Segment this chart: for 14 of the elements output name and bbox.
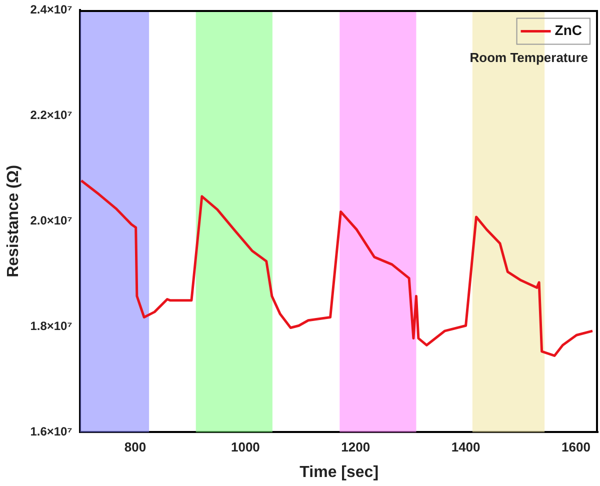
y-tick-label: 2.4×10⁷ bbox=[30, 2, 72, 17]
x-tick-label: 800 bbox=[124, 440, 146, 455]
y-tick-label: 1.6×10⁷ bbox=[30, 424, 72, 439]
x-tick-label: 1000 bbox=[230, 440, 260, 455]
x-axis-title: Time [sec] bbox=[300, 464, 379, 481]
y-axis-title: Resistance (Ω) bbox=[5, 164, 22, 278]
y-tick-label: 2.0×10⁷ bbox=[30, 214, 72, 228]
y-tick-label: 1.8×10⁷ bbox=[30, 319, 72, 334]
x-tick-label: 1200 bbox=[341, 440, 370, 455]
legend-label: ZnC bbox=[554, 22, 582, 38]
y-tick-label: 2.2×10⁷ bbox=[30, 108, 72, 122]
annotation: Room Temperature bbox=[470, 50, 588, 66]
x-tick-label: 1400 bbox=[451, 440, 480, 455]
x-tick-label: 1600 bbox=[562, 440, 590, 455]
